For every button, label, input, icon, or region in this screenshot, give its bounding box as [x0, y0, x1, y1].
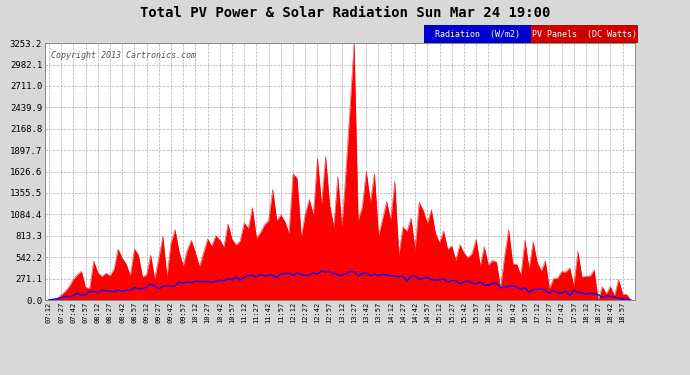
- Text: Radiation  (W/m2): Radiation (W/m2): [435, 30, 520, 39]
- Text: Total PV Power & Solar Radiation Sun Mar 24 19:00: Total PV Power & Solar Radiation Sun Mar…: [140, 6, 550, 20]
- Text: Copyright 2013 Cartronics.com: Copyright 2013 Cartronics.com: [51, 51, 196, 60]
- Text: PV Panels  (DC Watts): PV Panels (DC Watts): [532, 30, 638, 39]
